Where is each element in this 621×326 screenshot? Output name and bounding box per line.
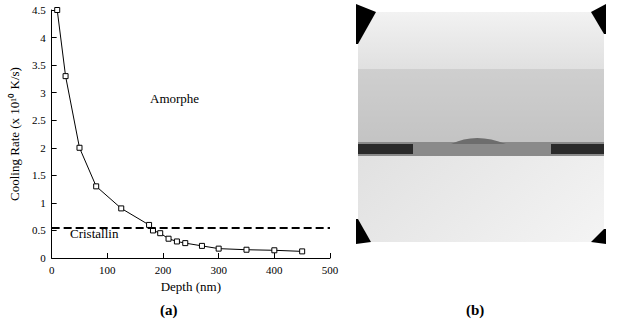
html-text:(b): (b) <box>466 302 485 318</box>
svg-text:3.5: 3.5 <box>32 59 46 71</box>
svg-text:100: 100 <box>99 264 116 276</box>
svg-text:Amorphe: Amorphe <box>150 91 199 106</box>
svg-text:0: 0 <box>49 264 55 276</box>
svg-text:2.5: 2.5 <box>32 114 46 126</box>
html-text:(a): (a) <box>160 302 178 318</box>
svg-text:3: 3 <box>40 87 46 99</box>
svg-text:500: 500 <box>322 264 339 276</box>
svg-text:400: 400 <box>266 264 283 276</box>
svg-text:0: 0 <box>40 252 46 264</box>
svg-text:0.5: 0.5 <box>32 224 46 236</box>
svg-text:1.5: 1.5 <box>32 169 46 181</box>
svg-text:Cooling Rate (x 10¹⁰ K/s): Cooling Rate (x 10¹⁰ K/s) <box>7 67 22 201</box>
svg-text:Cristallin: Cristallin <box>70 226 119 241</box>
svg-text:4.5: 4.5 <box>32 4 46 16</box>
svg-text:200: 200 <box>155 264 172 276</box>
svg-text:4: 4 <box>40 32 46 44</box>
svg-text:2: 2 <box>40 142 46 154</box>
svg-text:1: 1 <box>40 197 46 209</box>
svg-text:Depth (nm): Depth (nm) <box>161 279 221 294</box>
svg-text:300: 300 <box>210 264 227 276</box>
